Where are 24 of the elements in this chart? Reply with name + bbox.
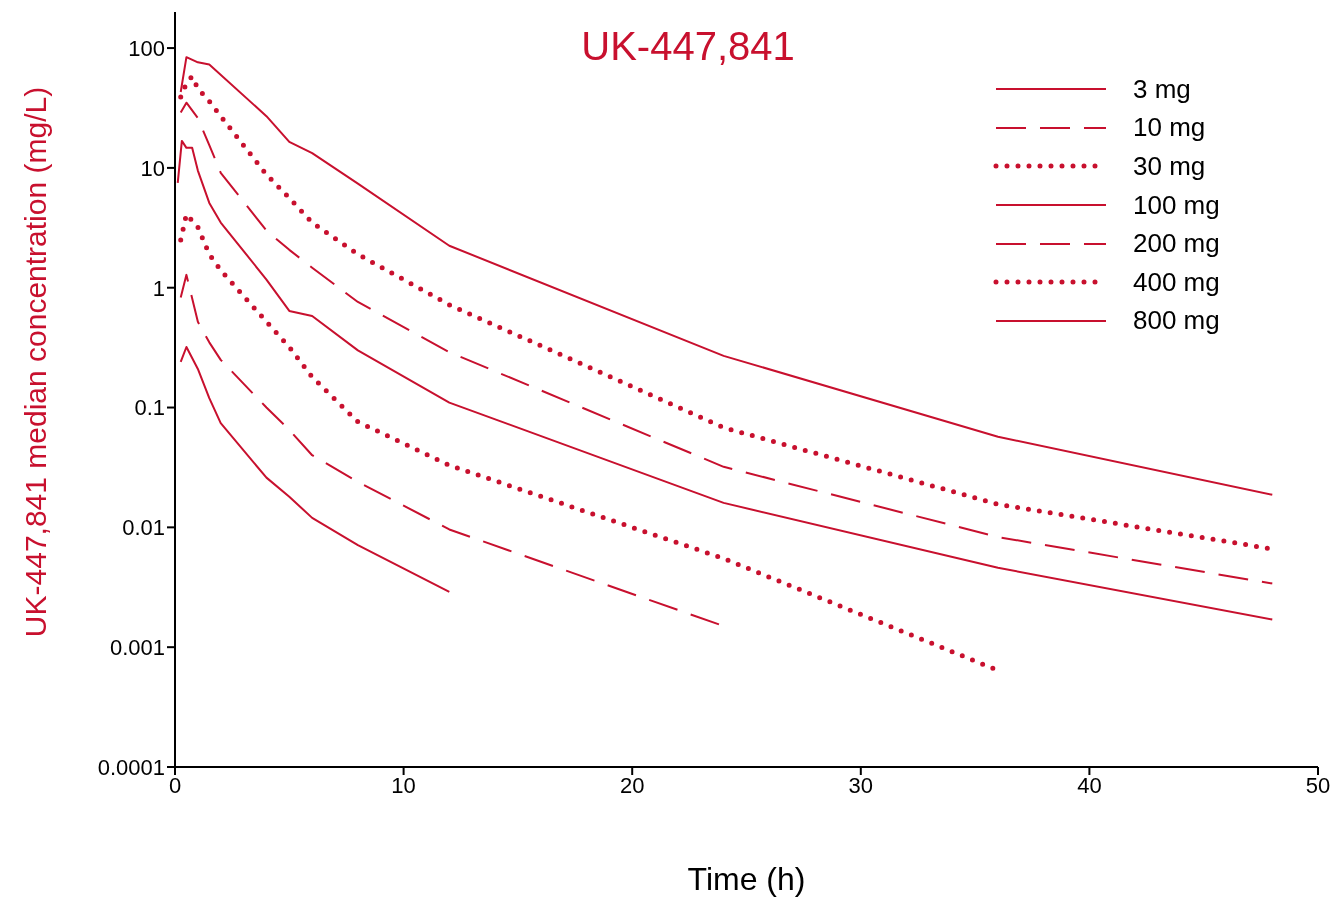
legend-label: 30 mg: [1133, 150, 1206, 182]
legend-label: 400 mg: [1133, 266, 1220, 298]
legend-label: 200 mg: [1133, 228, 1220, 260]
y-tick-label: 0.1: [134, 395, 165, 421]
legend-label: 10 mg: [1133, 112, 1206, 144]
y-tick-label: 0.0001: [97, 754, 165, 780]
legend-label: 3 mg: [1133, 73, 1191, 105]
x-tick-label: 20: [619, 772, 645, 798]
legend-label: 100 mg: [1133, 189, 1220, 221]
x-axis-title: Time (h): [687, 861, 806, 897]
x-tick-label: 30: [848, 772, 874, 798]
x-tick-label: 50: [1305, 772, 1331, 798]
y-tick-label: 100: [128, 35, 165, 61]
y-tick-label: 1: [152, 275, 165, 301]
x-tick-label: 0: [168, 772, 182, 798]
x-tick-label: 10: [391, 772, 416, 798]
y-tick-label: 0.01: [122, 515, 165, 541]
chart-title: UK-447,841: [581, 24, 795, 68]
line-series: [179, 346, 451, 593]
y-tick-label: 10: [140, 155, 165, 181]
x-tick-label: 40: [1077, 772, 1102, 798]
y-axis-title: UK-447,841 median concentration (mg/L): [18, 86, 52, 638]
y-tick-label: 0.001: [109, 634, 165, 660]
legend-label: 800 mg: [1133, 305, 1220, 337]
